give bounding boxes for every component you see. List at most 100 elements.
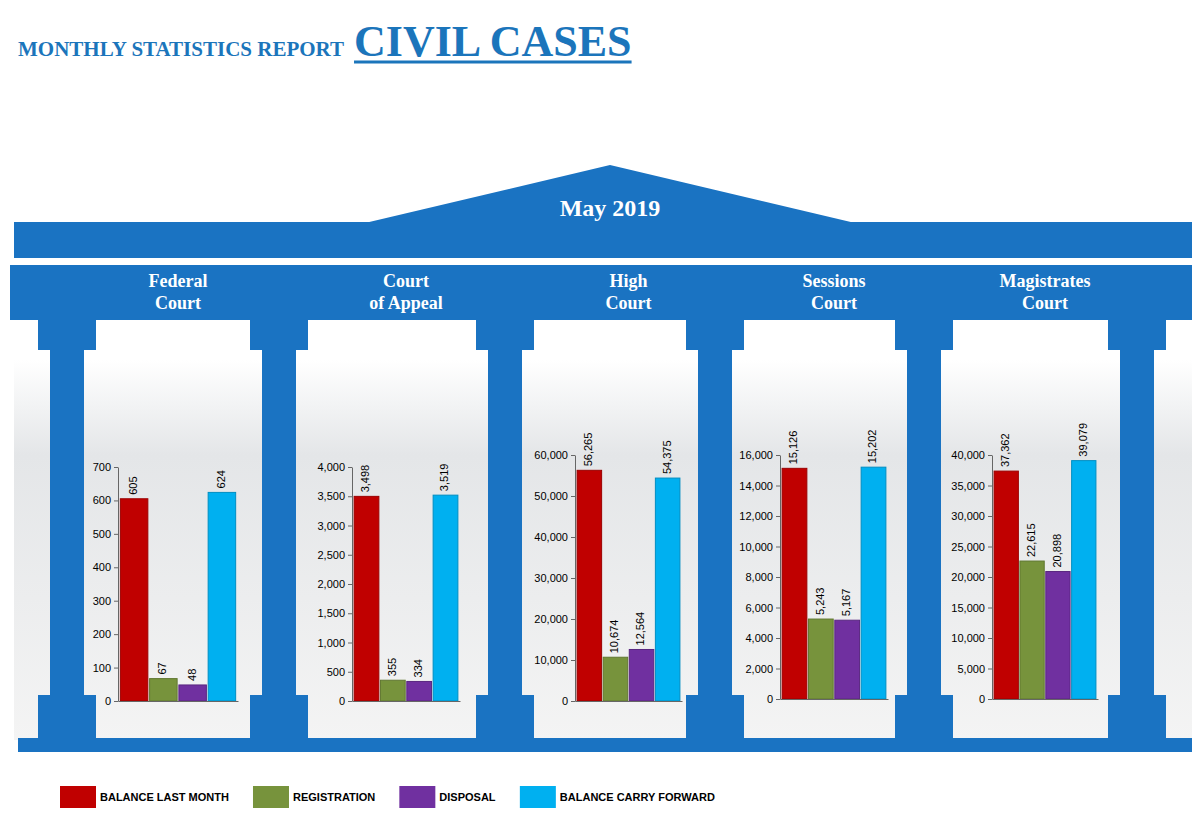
data-labels: 56,26510,67412,56454,375	[582, 433, 672, 654]
y-tick: 0	[562, 695, 575, 707]
column-foot	[250, 695, 308, 738]
data-label: 20,898	[1051, 534, 1063, 568]
panel-title-line: of Appeal	[369, 293, 443, 313]
y-tick-label: 30,000	[951, 510, 985, 522]
y-tick-label: 2,500	[317, 549, 345, 561]
panel-title-line: Federal	[149, 271, 208, 291]
bar	[861, 467, 886, 699]
bar	[208, 492, 236, 701]
chart-panel: SessionsCourt02,0004,0006,0008,00010,000…	[739, 271, 888, 705]
column-shaft	[1120, 350, 1154, 695]
y-tick: 2,000	[745, 663, 780, 675]
y-tick: 10,000	[739, 541, 780, 553]
column-capital	[38, 320, 96, 350]
entablature	[14, 222, 1192, 258]
y-tick-mark	[776, 608, 780, 609]
panel-title-line: Court	[606, 293, 652, 313]
y-tick-mark	[114, 634, 118, 635]
y-tick-label: 400	[93, 561, 111, 573]
column-shaft	[262, 350, 296, 695]
y-axis: 02,0004,0006,0008,00010,00012,00014,0001…	[739, 449, 780, 705]
y-tick-mark	[114, 534, 118, 535]
y-tick: 1,000	[317, 637, 352, 649]
column-foot	[895, 695, 953, 738]
y-tick-mark	[988, 486, 992, 487]
y-tick-label: 5,000	[957, 663, 985, 675]
chart-panel: Courtof Appeal05001,0001,5002,0002,5003,…	[317, 271, 460, 707]
y-tick: 10,000	[951, 632, 992, 644]
y-tick: 50,000	[534, 490, 575, 502]
panel-title: MagistratesCourt	[1000, 271, 1091, 313]
y-tick: 0	[979, 693, 992, 705]
y-tick-label: 60,000	[534, 449, 568, 461]
x-axis-line	[119, 701, 239, 702]
y-tick-mark	[571, 619, 575, 620]
bar	[994, 471, 1018, 699]
bars	[782, 467, 886, 699]
y-tick: 1,500	[317, 607, 352, 619]
y-tick-label: 3,000	[317, 520, 345, 532]
y-tick: 15,000	[951, 602, 992, 614]
report-label: MONTHLY STATISTICS REPORT	[18, 37, 344, 61]
y-tick: 200	[93, 628, 118, 640]
y-tick: 2,000	[317, 578, 352, 590]
legend-label: DISPOSAL	[439, 791, 496, 803]
bar	[179, 685, 207, 701]
base-band	[18, 738, 1192, 752]
y-tick-label: 16,000	[739, 449, 773, 461]
y-tick-mark	[348, 496, 352, 497]
column-shaft	[907, 350, 941, 695]
column-capital	[250, 320, 308, 350]
y-tick: 35,000	[951, 480, 992, 492]
y-tick: 14,000	[739, 480, 780, 492]
y-axis: 05001,0001,5002,0002,5003,0003,5004,000	[317, 461, 352, 707]
page: MONTHLY STATISTICS REPORTCIVIL CASESMay …	[0, 0, 1200, 831]
chart-svg: MONTHLY STATISTICS REPORTCIVIL CASESMay …	[0, 0, 1200, 831]
y-tick-label: 0	[562, 695, 568, 707]
y-tick: 40,000	[951, 449, 992, 461]
column-foot	[476, 695, 534, 738]
y-tick-mark	[348, 672, 352, 673]
data-label: 67	[156, 662, 168, 674]
y-tick-label: 2,000	[745, 663, 773, 675]
y-tick: 25,000	[951, 541, 992, 553]
y-tick-mark	[348, 701, 352, 702]
column-capital	[895, 320, 953, 350]
y-tick: 0	[339, 695, 352, 707]
y-tick: 400	[93, 561, 118, 573]
panel-title-line: Court	[811, 293, 857, 313]
y-tick-mark	[348, 467, 352, 468]
y-tick: 2,500	[317, 549, 352, 561]
y-tick-label: 600	[93, 494, 111, 506]
y-tick-mark	[348, 584, 352, 585]
bar	[150, 679, 178, 701]
y-tick-label: 40,000	[534, 531, 568, 543]
bar	[407, 681, 432, 701]
x-axis-line	[993, 699, 1099, 700]
data-label: 3,498	[359, 465, 371, 493]
y-tick: 500	[93, 528, 118, 540]
column-capital	[1108, 320, 1166, 350]
column-shaft	[488, 350, 522, 695]
y-tick: 8,000	[745, 571, 780, 583]
y-tick-mark	[776, 455, 780, 456]
y-axis-line	[780, 456, 781, 700]
y-axis-line	[575, 456, 576, 702]
column-foot	[1108, 695, 1166, 738]
y-tick-mark	[776, 638, 780, 639]
column	[476, 320, 534, 738]
bar	[655, 478, 680, 701]
data-label: 10,674	[608, 620, 620, 654]
title-underline	[354, 61, 632, 64]
y-tick-mark	[571, 496, 575, 497]
x-axis-line	[576, 701, 683, 702]
y-tick: 3,500	[317, 490, 352, 502]
chart-panel: MagistratesCourt05,00010,00015,00020,000…	[951, 271, 1098, 705]
y-tick-label: 10,000	[739, 541, 773, 553]
y-tick: 3,000	[317, 520, 352, 532]
y-tick: 300	[93, 595, 118, 607]
y-tick: 12,000	[739, 510, 780, 522]
bar	[1020, 561, 1044, 699]
y-tick-mark	[571, 660, 575, 661]
y-axis-line	[992, 456, 993, 700]
